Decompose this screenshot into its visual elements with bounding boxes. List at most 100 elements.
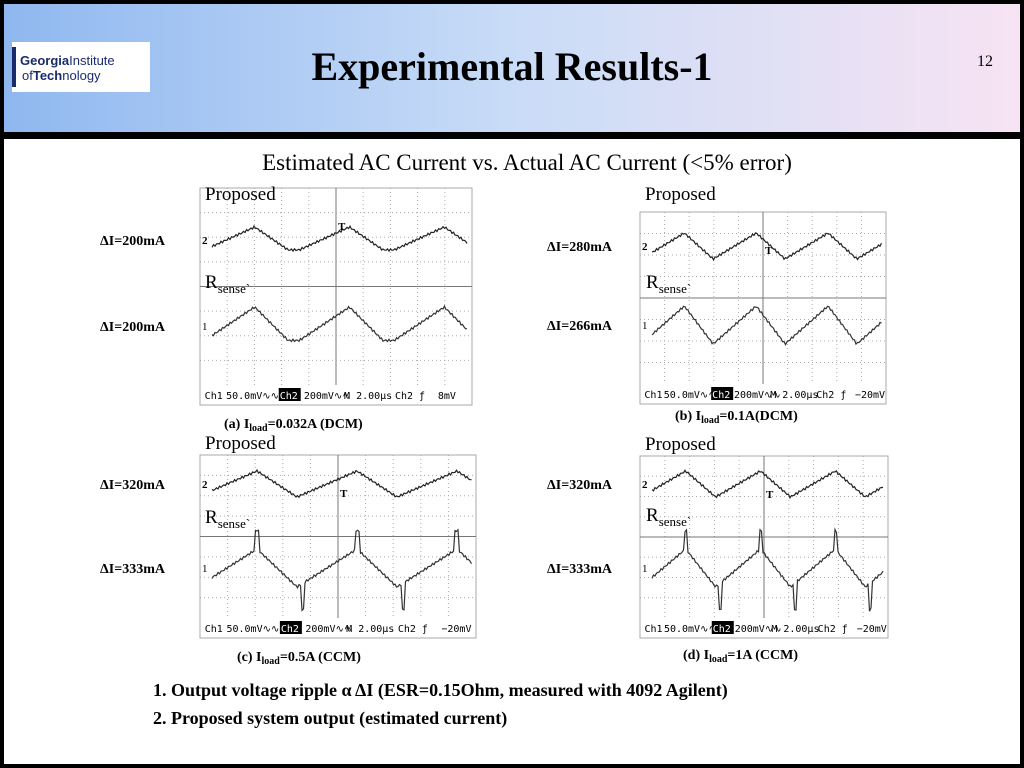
- scope-readout: −20mV: [857, 624, 887, 635]
- caption: (b) Iload=0.1A(DCM): [675, 409, 798, 426]
- caption-suffix: =0.5A (CCM): [280, 650, 361, 665]
- caption-sub: load: [701, 415, 720, 426]
- delta-label: ΔI=320mA: [547, 478, 613, 493]
- scope-readout: Ch2 ƒ: [816, 390, 846, 401]
- rsense-main: R: [646, 505, 659, 526]
- waveform: [651, 469, 883, 500]
- note: 1. Output voltage ripple α ΔI (ESR=0.15O…: [153, 680, 728, 701]
- logo-text: Georgia: [20, 53, 70, 68]
- caption-sub: load: [249, 423, 268, 434]
- rsense-label: Rsense`: [646, 272, 691, 296]
- subtitle: Estimated AC Current vs. Actual AC Curre…: [262, 150, 792, 175]
- proposed-label: Proposed: [205, 433, 276, 454]
- delta-label: ΔI=266mA: [547, 319, 613, 334]
- caption-prefix: (c) I: [237, 650, 262, 665]
- logo-text: nology: [62, 68, 101, 83]
- scope-readout: 50.0mV∿∿: [664, 624, 717, 635]
- logo-line1: GeorgiaInstitute: [20, 53, 115, 68]
- rsense-sub: sense`: [659, 514, 692, 529]
- waveform: [211, 528, 473, 612]
- scope-readout: Ch2: [713, 624, 731, 635]
- rsense-label: Rsense`: [205, 507, 250, 531]
- proposed-label: Proposed: [205, 184, 276, 205]
- logo: GeorgiaInstitute ofTechnology: [12, 42, 150, 92]
- scope-readout: M 2.00µs: [344, 391, 392, 402]
- header-bg: [4, 4, 1020, 132]
- rsense-sub: sense`: [659, 281, 692, 296]
- trigger-marker: T: [766, 489, 774, 501]
- scope-readout: 200mV∿∿: [304, 391, 351, 402]
- channel-marker: 2: [642, 241, 648, 253]
- trigger-marker: T: [765, 245, 773, 257]
- scope-readout: Ch1: [644, 390, 662, 401]
- trigger-marker: T: [340, 488, 348, 500]
- note: 2. Proposed system output (estimated cur…: [153, 708, 507, 729]
- rsense-main: R: [205, 272, 218, 293]
- delta-label: ΔI=333mA: [100, 562, 166, 577]
- scope-readout: Ch1: [644, 624, 662, 635]
- caption-sub: load: [709, 654, 728, 665]
- scope-readout: Ch2 ƒ: [398, 624, 428, 635]
- waveform: [211, 468, 472, 499]
- scope-readout: −20mV: [855, 390, 885, 401]
- scope-readout: 8mV: [438, 391, 456, 402]
- channel-badge: [278, 388, 301, 401]
- logo-line2: ofTechnology: [22, 68, 101, 83]
- delta-label: ΔI=320mA: [100, 478, 166, 493]
- page-number: 12: [977, 53, 993, 70]
- caption-prefix: (a) I: [224, 417, 249, 432]
- logo-text: Institute: [69, 53, 115, 68]
- slide-title: Experimental Results-1: [311, 44, 712, 89]
- scope-readout: Ch1: [205, 624, 223, 635]
- scope-readout: 50.0mV∿∿: [226, 624, 279, 635]
- logo-bg: [12, 42, 150, 92]
- scope-readout: Ch2: [280, 391, 298, 402]
- scope-readout: 200mV∿∿: [734, 390, 781, 401]
- scope-readout: 50.0mV∿∿: [664, 390, 717, 401]
- caption-suffix: =0.1A(DCM): [719, 409, 798, 424]
- channel-marker: 1: [202, 321, 208, 333]
- rsense-main: R: [646, 272, 659, 293]
- channel-marker: 2: [202, 235, 208, 247]
- caption: (a) Iload=0.032A (DCM): [224, 417, 363, 434]
- scope-readout: M 2.00µs: [346, 624, 394, 635]
- caption-prefix: (b) I: [675, 409, 701, 424]
- caption: (c) Iload=0.5A (CCM): [237, 650, 361, 667]
- channel-marker: 1: [202, 563, 208, 575]
- rsense-sub: sense`: [218, 516, 251, 531]
- scope-readout: 200mV∿∿: [305, 624, 352, 635]
- delta-label: ΔI=280mA: [547, 240, 613, 255]
- proposed-label: Proposed: [645, 434, 716, 455]
- scope-readout: Ch2: [281, 624, 299, 635]
- channel-marker: 2: [202, 479, 208, 491]
- waveform: [211, 224, 468, 253]
- waveform: [651, 527, 884, 612]
- caption-suffix: =1A (CCM): [727, 648, 798, 663]
- waveform: [651, 305, 882, 346]
- delta-label: ΔI=333mA: [547, 562, 613, 577]
- logo-text: Tech: [33, 68, 62, 83]
- rsense-label: Rsense`: [646, 505, 691, 529]
- scope-readout: Ch2: [712, 390, 730, 401]
- caption-sub: load: [262, 656, 281, 667]
- logo-text: of: [22, 68, 33, 83]
- channel-marker: 1: [642, 320, 648, 332]
- scope-readout: −20mV: [441, 624, 471, 635]
- waveform: [211, 304, 468, 343]
- delta-label: ΔI=200mA: [100, 234, 166, 249]
- rsense-label: Rsense`: [205, 272, 250, 296]
- channel-marker: 1: [642, 563, 648, 575]
- proposed-label: Proposed: [645, 184, 716, 205]
- channel-badge: [279, 621, 302, 634]
- delta-label: ΔI=200mA: [100, 320, 166, 335]
- waveform: [651, 232, 883, 262]
- header-rule: [4, 132, 1020, 139]
- logo-mark: [12, 47, 16, 87]
- scope-readout: M 2.00µs: [771, 624, 819, 635]
- channel-marker: 2: [642, 479, 648, 491]
- scope-readout: M 2.00µs: [770, 390, 818, 401]
